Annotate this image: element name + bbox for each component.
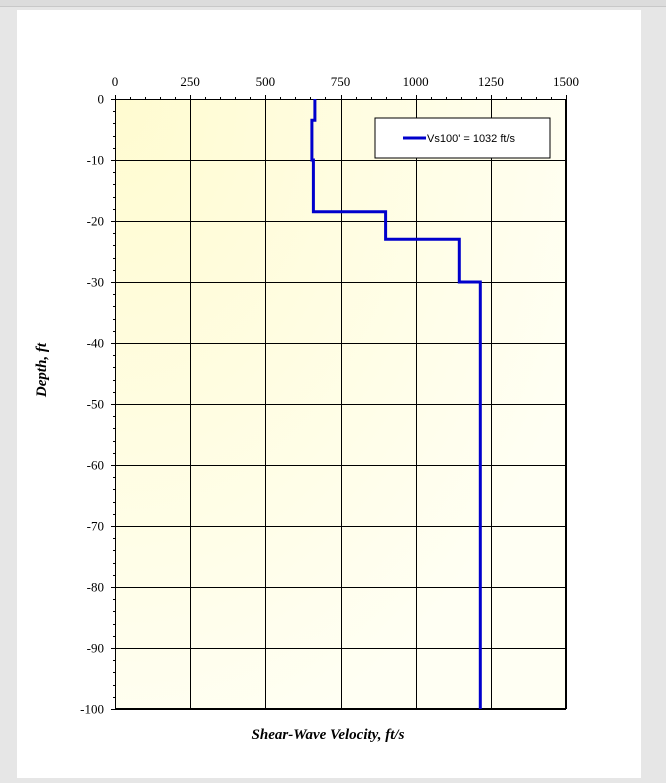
y-axis-title: Depth, ft	[34, 342, 50, 398]
window-top-bar	[0, 0, 666, 7]
y-tick-label: -60	[87, 458, 104, 473]
y-tick-label: -50	[87, 397, 104, 412]
y-tick-labels: 0 -10 -20 -30 -40 -50 -60 -70 -80 -90 -100	[80, 92, 104, 717]
y-tick-label: -30	[87, 275, 104, 290]
axis-ticks	[111, 95, 567, 710]
y-tick-label: -100	[80, 702, 104, 717]
x-tick-label: 500	[256, 74, 276, 89]
x-tick-label: 1250	[478, 74, 504, 89]
y-tick-label: 0	[98, 92, 105, 107]
shear-wave-velocity-line	[310, 99, 482, 709]
y-tick-label: -40	[87, 336, 104, 351]
x-tick-label: 0	[112, 74, 119, 89]
x-tick-label: 750	[331, 74, 351, 89]
x-axis-title: Shear-Wave Velocity, ft/s	[252, 727, 405, 743]
grid-lines	[115, 99, 567, 710]
x-tick-label: 250	[180, 74, 200, 89]
x-tick-label: 1500	[553, 74, 579, 89]
x-tick-label: 1000	[403, 74, 429, 89]
plot-border	[115, 99, 566, 709]
y-tick-label: -80	[87, 580, 104, 595]
y-tick-label: -70	[87, 519, 104, 534]
y-tick-label: -90	[87, 641, 104, 656]
legend-label: Vs100' = 1032 ft/s	[427, 133, 516, 145]
y-tick-label: -20	[87, 214, 104, 229]
y-tick-label: -10	[87, 153, 104, 168]
x-tick-labels: 0 250 500 750 1000 1250 1500	[112, 74, 579, 89]
legend: Vs100' = 1032 ft/s	[374, 117, 551, 159]
